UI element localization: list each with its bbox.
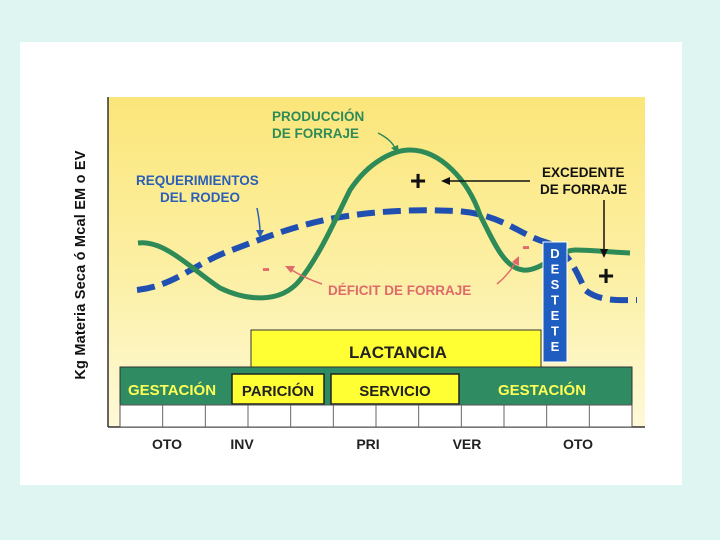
destete-column	[542, 241, 568, 363]
lactancia-label: LACTANCIA	[349, 343, 447, 362]
plus-sign-right: +	[598, 260, 614, 291]
season-label: OTO	[563, 436, 593, 452]
minus-sign-right: -	[522, 233, 530, 260]
destete-letter: S	[551, 277, 560, 292]
requerimientos-label-line2: DEL RODEO	[160, 190, 240, 205]
season-label: PRI	[356, 436, 379, 452]
destete-letter: T	[551, 293, 559, 308]
lactancia-bar	[250, 329, 542, 368]
deficit-arrowhead-left	[285, 266, 295, 273]
produccion-arrowhead	[391, 145, 399, 154]
minus-sign-left: -	[262, 255, 270, 282]
destete-letter: E	[551, 262, 560, 277]
deficit-arrowhead-right	[512, 256, 519, 266]
paricion-label: PARICIÓN	[242, 382, 314, 400]
season-label: OTO	[152, 436, 182, 452]
requerimientos-arrowhead	[256, 230, 264, 238]
y-axis-label: Kg Materia Seca ó Mcal EM o EV	[73, 150, 89, 380]
gestacion-left-label: GESTACIÓN	[128, 381, 216, 399]
servicio-box	[330, 373, 460, 405]
servicio-label: SERVICIO	[359, 383, 431, 400]
destete-letter: T	[551, 324, 559, 339]
excedente-arrowhead	[441, 177, 450, 185]
plus-sign-peak: +	[410, 165, 426, 196]
season-label: VER	[453, 436, 482, 452]
gestacion-right-label: GESTACIÓN	[498, 381, 586, 399]
destete-letter: E	[551, 339, 560, 354]
requerimientos-label-line1: REQUERIMIENTOS	[136, 173, 259, 188]
paricion-box	[231, 373, 325, 405]
excedente-arrowhead-down	[600, 249, 608, 258]
requerimientos-line	[136, 207, 638, 304]
season-label: INV	[230, 436, 254, 452]
produccion-label-line1: PRODUCCIÓN	[272, 109, 364, 124]
excedente-label-line2: DE FORRAJE	[540, 182, 627, 197]
destete-letter: E	[551, 308, 560, 323]
produccion-label-line2: DE FORRAJE	[272, 126, 359, 141]
deficit-label: DÉFICIT DE FORRAJE	[328, 283, 471, 298]
destete-letter: D	[550, 246, 559, 261]
month-ticks	[162, 405, 590, 427]
excedente-label-line1: EXCEDENTE	[542, 165, 625, 180]
